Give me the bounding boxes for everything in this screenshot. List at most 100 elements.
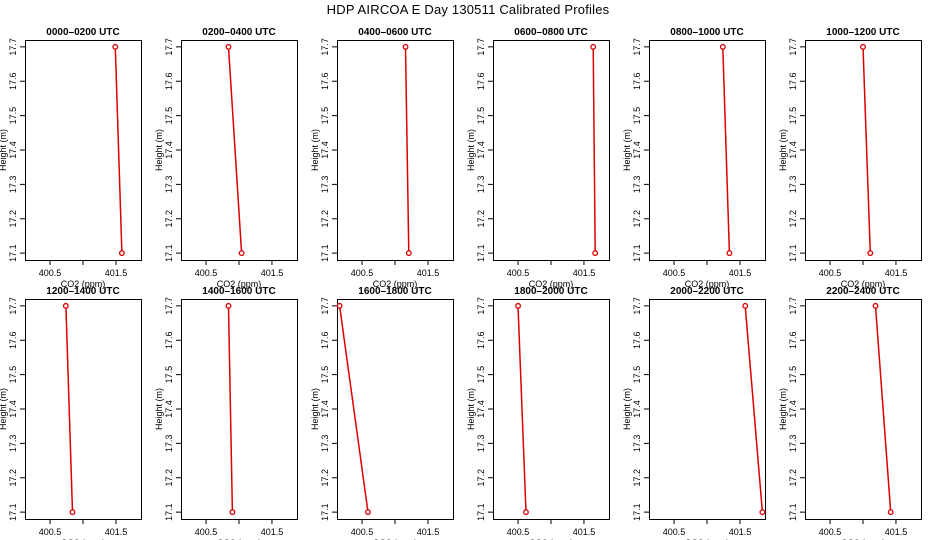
profile-line	[227, 46, 243, 254]
profile-line	[338, 305, 369, 513]
data-point	[742, 302, 749, 309]
y-axis-label: Height (m)	[622, 388, 632, 430]
x-tick-label: 401.5	[885, 527, 908, 537]
x-axis-label: CO2 (ppm)	[61, 279, 106, 289]
y-tick-label: 17.3	[320, 176, 330, 194]
y-tick-label: 17.7	[476, 38, 486, 56]
y-tick-label: 17.2	[8, 210, 18, 228]
y-tick-label: 17.3	[476, 435, 486, 453]
y-tick-label: 17.1	[320, 244, 330, 262]
data-point	[238, 250, 245, 257]
profile-line	[404, 46, 410, 254]
y-tick-label: 17.3	[476, 176, 486, 194]
y-tick-label: 17.6	[788, 72, 798, 90]
plot-frame	[337, 40, 454, 261]
y-tick-label: 17.1	[8, 503, 18, 521]
y-tick-label: 17.5	[164, 107, 174, 125]
plot-frame	[337, 299, 454, 520]
x-tick-label: 400.5	[195, 268, 218, 278]
y-axis-label: Height (m)	[778, 129, 788, 171]
panel-title: 1000–1200 UTC	[826, 27, 899, 38]
y-tick-label: 17.3	[632, 435, 642, 453]
y-tick-label: 17.6	[320, 331, 330, 349]
x-axis-label: CO2 (ppm)	[685, 279, 730, 289]
x-axis-label: CO2 (ppm)	[685, 538, 730, 540]
y-tick-label: 17.7	[320, 38, 330, 56]
y-tick-label: 17.6	[164, 72, 174, 90]
y-tick-label: 17.1	[164, 244, 174, 262]
y-tick-label: 17.1	[164, 503, 174, 521]
y-tick-label: 17.4	[164, 141, 174, 159]
y-tick-label: 17.6	[632, 72, 642, 90]
y-tick-label: 17.5	[476, 107, 486, 125]
data-point	[860, 43, 866, 50]
x-tick-label: 401.5	[417, 527, 440, 537]
x-tick-label: 400.5	[819, 527, 842, 537]
profile-line	[862, 46, 872, 254]
y-axis-label: Height (m)	[310, 388, 320, 430]
data-point	[229, 509, 236, 516]
y-tick-label: 17.6	[8, 331, 18, 349]
x-tick-label: 401.5	[261, 527, 284, 537]
y-tick-label: 17.2	[788, 210, 798, 228]
data-point	[62, 302, 69, 309]
y-tick-label: 17.4	[164, 400, 174, 418]
y-tick-label: 17.7	[788, 38, 798, 56]
y-tick-label: 17.2	[164, 469, 174, 487]
data-point	[592, 250, 599, 257]
data-point	[336, 302, 343, 309]
plot-frame	[181, 299, 298, 520]
x-axis-label: CO2 (ppm)	[841, 538, 886, 540]
y-tick-label: 17.5	[8, 107, 18, 125]
y-tick-label: 17.2	[632, 210, 642, 228]
x-axis-label: CO2 (ppm)	[61, 538, 106, 540]
x-axis-label: CO2 (ppm)	[529, 538, 574, 540]
y-axis-label: Height (m)	[466, 129, 476, 171]
y-tick-label: 17.5	[8, 366, 18, 384]
x-tick-label: 400.5	[507, 268, 530, 278]
page-title: HDP AIRCOA E Day 130511 Calibrated Profi…	[326, 2, 610, 17]
y-tick-label: 17.1	[8, 244, 18, 262]
profile-line	[227, 305, 234, 513]
profile-line	[517, 305, 527, 513]
y-tick-label: 17.7	[8, 297, 18, 315]
y-tick-label: 17.7	[476, 297, 486, 315]
y-axis-label: Height (m)	[466, 388, 476, 430]
data-point	[118, 250, 125, 257]
y-axis-label: Height (m)	[154, 129, 164, 171]
panel-title: 1200–1400 UTC	[46, 286, 119, 297]
panel-title: 2200–2400 UTC	[826, 286, 899, 297]
y-axis-label: Height (m)	[0, 129, 8, 171]
profile-line	[722, 46, 731, 254]
y-tick-label: 17.1	[476, 244, 486, 262]
y-tick-label: 17.2	[164, 210, 174, 228]
data-point	[402, 43, 409, 50]
x-tick-label: 400.5	[351, 268, 374, 278]
y-tick-label: 17.6	[476, 72, 486, 90]
x-axis-label: CO2 (ppm)	[841, 279, 886, 289]
y-tick-label: 17.7	[632, 297, 642, 315]
panel-title: 1600–1800 UTC	[358, 286, 431, 297]
plot-frame	[25, 40, 142, 261]
y-tick-label: 17.7	[320, 297, 330, 315]
y-tick-label: 17.5	[320, 107, 330, 125]
y-tick-label: 17.1	[788, 244, 798, 262]
y-tick-label: 17.2	[8, 469, 18, 487]
data-point	[225, 43, 232, 50]
x-tick-label: 400.5	[663, 268, 686, 278]
data-point	[523, 509, 529, 516]
y-tick-label: 17.2	[476, 469, 486, 487]
x-axis-label: CO2 (ppm)	[217, 538, 262, 540]
x-axis-label: CO2 (ppm)	[529, 279, 574, 289]
data-point	[69, 509, 76, 516]
y-tick-label: 17.4	[320, 400, 330, 418]
